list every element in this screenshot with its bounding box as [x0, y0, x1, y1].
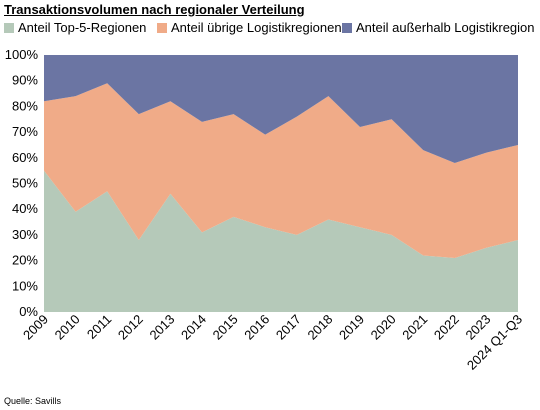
y-tick-label: 10%: [12, 278, 38, 293]
x-tick-label: 2016: [241, 312, 272, 343]
area-top5-regionen: [44, 170, 518, 312]
x-tick-label: 2021: [399, 312, 430, 343]
legend-swatch-outside: [342, 22, 352, 33]
y-tick-label: 40%: [12, 201, 38, 216]
legend-label-outside: Anteil außerhalb Logistikregion: [356, 20, 535, 35]
y-tick-label: 80%: [12, 98, 38, 113]
legend-swatch-top5: [4, 22, 14, 33]
y-tick-label: 0%: [19, 304, 38, 319]
area-ausserhalb-logistikregion: [44, 55, 518, 163]
y-tick-label: 60%: [12, 150, 38, 165]
x-tick-label: 2013: [146, 312, 177, 343]
x-tick-label: 2010: [52, 312, 83, 343]
legend-item-outside: Anteil außerhalb Logistikregion: [342, 20, 535, 35]
x-tick-label: 2015: [210, 312, 241, 343]
legend-item-other: Anteil übrige Logistikregionen: [157, 20, 342, 35]
chart-legend: Anteil Top-5-Regionen Anteil übrige Logi…: [0, 20, 540, 38]
x-tick-label: 2011: [84, 312, 114, 342]
y-tick-label: 70%: [12, 124, 38, 139]
legend-swatch-other: [157, 22, 167, 33]
y-tick-label: 20%: [12, 253, 38, 268]
x-tick-label: 2014: [178, 312, 209, 343]
area-uebrige-logistikregionen: [44, 83, 518, 259]
y-tick-label: 50%: [12, 176, 38, 191]
x-tick-label: 2022: [431, 312, 462, 343]
y-tick-label: 30%: [12, 227, 38, 242]
y-tick-label: 100%: [5, 47, 39, 62]
source-note: Quelle: Savills: [4, 396, 62, 406]
legend-label-other: Anteil übrige Logistikregionen: [171, 20, 342, 35]
x-tick-label: 2017: [273, 312, 304, 343]
chart-title: Transaktionsvolumen nach regionaler Vert…: [4, 2, 305, 17]
legend-item-top5: Anteil Top-5-Regionen: [4, 20, 146, 35]
x-tick-label: 2012: [115, 312, 146, 343]
x-tick-label: 2019: [336, 312, 367, 343]
y-tick-label: 90%: [12, 73, 38, 88]
x-tick-label: 2018: [304, 312, 335, 343]
x-tick-label: 2020: [368, 312, 399, 343]
legend-label-top5: Anteil Top-5-Regionen: [18, 20, 147, 35]
